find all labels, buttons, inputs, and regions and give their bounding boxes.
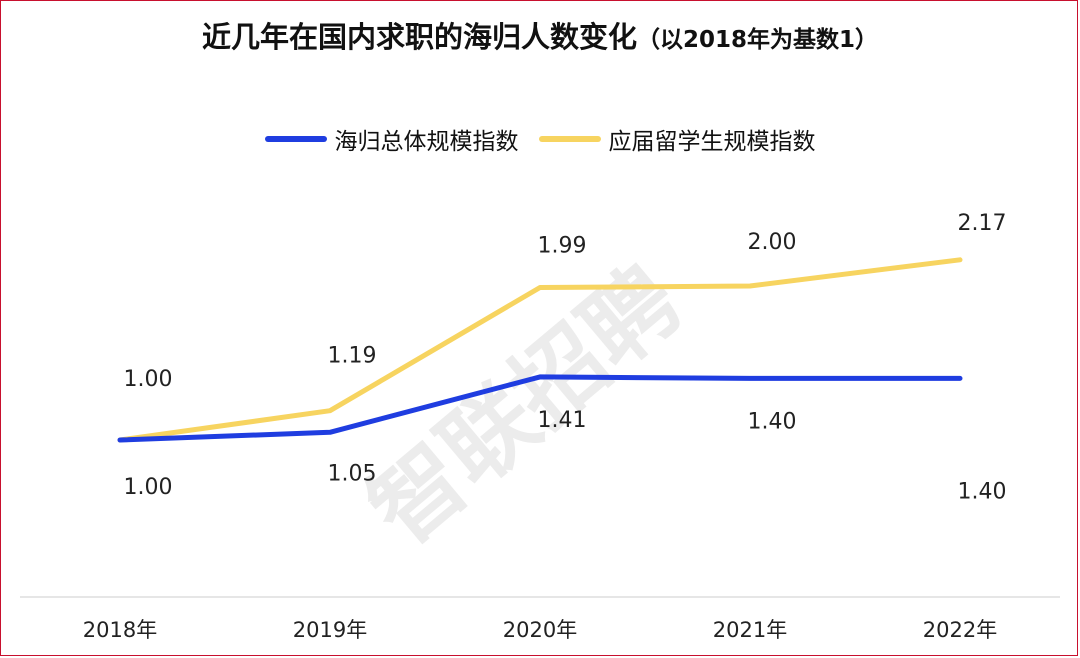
data-label-overall: 1.40 <box>748 409 797 434</box>
data-label-overall: 1.40 <box>958 479 1007 504</box>
x-tick-label: 2021年 <box>713 618 787 642</box>
series-line-overall <box>117 374 963 443</box>
legend-label-overall: 海归总体规模指数 <box>334 129 519 155</box>
data-label-overall: 1.00 <box>124 475 173 500</box>
x-tick-label: 2018年 <box>83 618 157 642</box>
data-label-overall: 1.41 <box>538 408 587 433</box>
data-label-graduates: 2.00 <box>748 230 797 255</box>
legend-item-graduates: 应届留学生规模指数 <box>538 122 816 156</box>
data-labels: 1.00 1.05 1.41 1.40 1.40 1.00 1.19 1.99 2.00 2.17 <box>124 211 1007 505</box>
legend-item-overall: 海归总体规模指数 <box>264 122 519 156</box>
data-label-graduates: 1.99 <box>538 234 587 259</box>
x-tick-label: 2022年 <box>923 618 997 642</box>
data-label-graduates: 1.00 <box>124 367 173 392</box>
chart-title: 近几年在国内求职的海归人数变化 <box>201 20 637 54</box>
x-tick-label: 2020年 <box>503 618 577 642</box>
x-tick-label: 2019年 <box>293 618 367 642</box>
data-label-overall: 1.05 <box>328 461 377 486</box>
chart-subtitle: （以2018年为基数1） <box>636 27 879 53</box>
x-axis-ticks: 2018年 2019年 2020年 2021年 2022年 <box>83 618 997 642</box>
data-label-graduates: 2.17 <box>958 211 1007 236</box>
legend: 海归总体规模指数 应届留学生规模指数 <box>0 122 1080 156</box>
data-label-graduates: 1.19 <box>328 344 377 369</box>
legend-label-graduates: 应届留学生规模指数 <box>608 129 816 155</box>
series-line-graduates <box>117 257 963 443</box>
legend-swatch-graduates <box>538 136 601 142</box>
legend-swatch-overall <box>264 136 327 142</box>
series-lines <box>117 257 963 443</box>
chart-title-block: 近几年在国内求职的海归人数变化（以2018年为基数1） <box>0 14 1080 56</box>
